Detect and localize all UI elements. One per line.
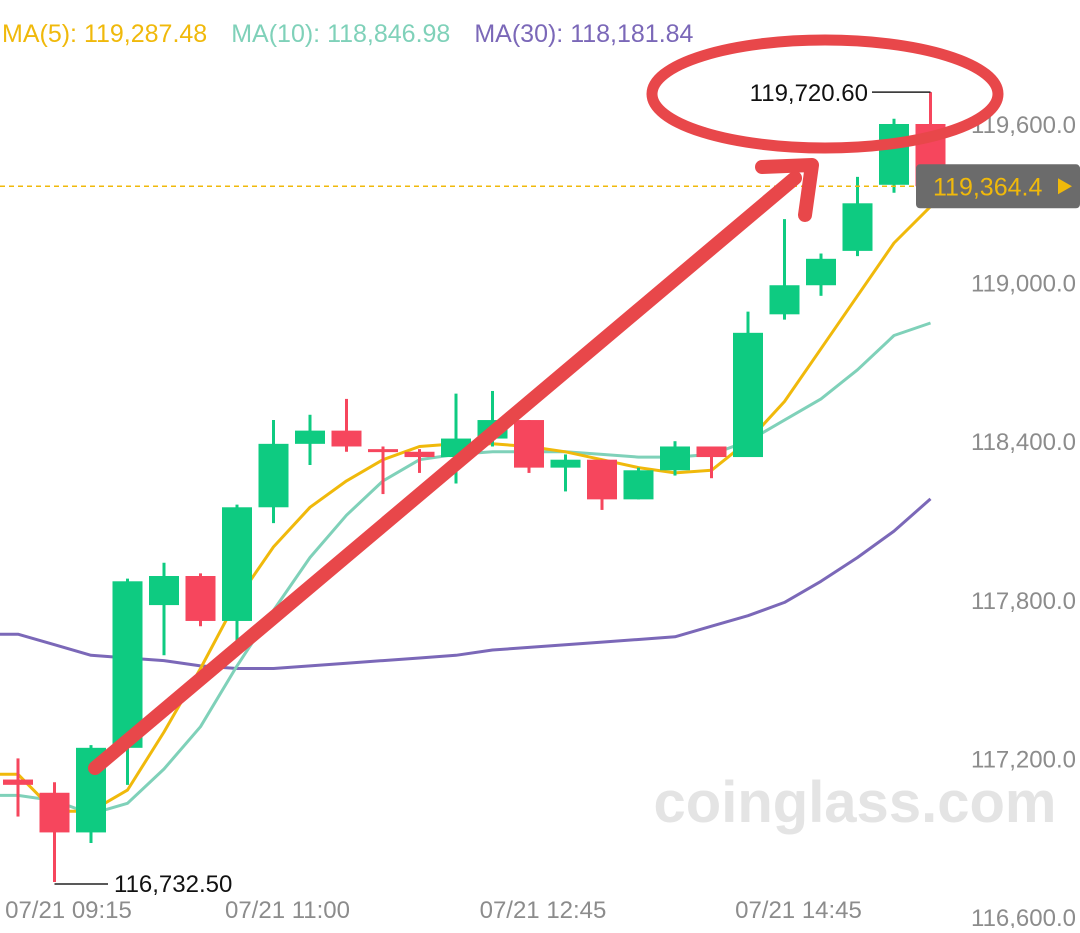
high-price-label: 119,720.60 [750, 80, 868, 107]
candle-body [185, 576, 216, 621]
candle [112, 578, 143, 785]
candle [39, 782, 70, 882]
y-tick-label: 118,400.0 [971, 429, 1076, 456]
watermark: coinglass.com [654, 770, 1057, 835]
candle [222, 504, 252, 643]
candle [879, 118, 909, 193]
candle-body [222, 507, 252, 621]
play-icon [1058, 178, 1072, 195]
y-tick-label: 117,200.0 [971, 746, 1076, 773]
candle-body [514, 420, 544, 468]
last-price-tag [916, 164, 1080, 209]
x-tick-label: 07/21 14:45 [735, 897, 862, 924]
y-tick-label: 119,000.0 [971, 271, 1076, 298]
candle [806, 253, 836, 296]
candle [623, 467, 654, 500]
candle-body [879, 124, 909, 185]
candle [258, 420, 289, 524]
candle-body [295, 430, 325, 444]
candle-body [733, 332, 763, 458]
trend-arrow-shaft [88, 171, 802, 775]
candle [587, 459, 617, 510]
candle [185, 573, 216, 627]
x-tick-label: 07/21 12:45 [480, 897, 607, 924]
candle [696, 446, 727, 479]
candle-body [623, 470, 654, 500]
candle [550, 454, 581, 492]
ma10-legend: MA(10): 118,846.98 [231, 20, 450, 48]
candle-body [550, 459, 581, 468]
highlight-ellipse [646, 34, 1004, 154]
candle-body [258, 443, 289, 508]
candle [149, 562, 179, 656]
candle-body [331, 430, 362, 447]
candle [660, 441, 690, 476]
candle-body [696, 446, 727, 458]
candle-body [404, 451, 435, 458]
candle [514, 420, 544, 473]
candle [769, 219, 800, 320]
x-tick-label: 07/21 09:15 [5, 897, 132, 924]
y-tick-label: 117,800.0 [971, 588, 1076, 615]
candle [404, 449, 435, 473]
candle [368, 446, 398, 495]
candle-body [3, 779, 33, 785]
candle-body [842, 203, 873, 251]
y-tick-label: 116,600.0 [971, 905, 1076, 928]
candle-body [806, 258, 836, 286]
low-price-label: 116,732.50 [114, 871, 232, 898]
last-price-label: 119,364.4 [933, 173, 1042, 201]
candle-body [112, 581, 143, 748]
candle [733, 311, 763, 458]
candle-body [769, 285, 800, 315]
candle-body [368, 449, 398, 453]
candle-body [660, 446, 690, 471]
ma5-legend: MA(5): 119,287.48 [2, 20, 207, 48]
candle [842, 176, 873, 257]
trend-arrow-head [755, 158, 819, 222]
candle [295, 414, 325, 465]
x-tick-label: 07/21 11:00 [225, 897, 350, 924]
ma-legend: MA(5): 119,287.48 MA(10): 118,846.98 MA(30… [2, 20, 694, 48]
candle-body [587, 459, 617, 500]
candle-body [39, 792, 70, 833]
ma30-legend: MA(30): 118,181.84 [474, 20, 693, 48]
candle-body [149, 576, 179, 606]
candle [3, 758, 33, 817]
candle [331, 398, 362, 452]
